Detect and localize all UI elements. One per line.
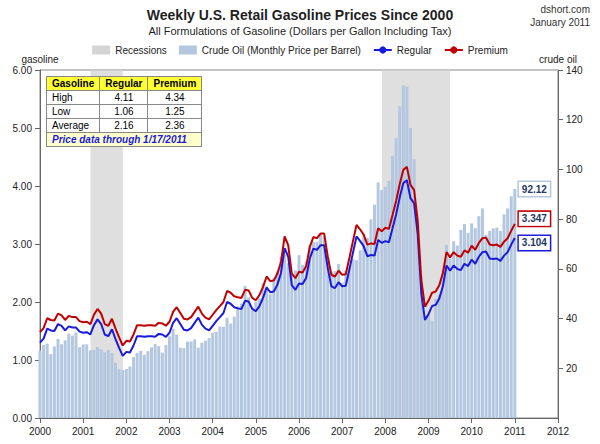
svg-text:Weekly U.S. Retail Gasoline Pr: Weekly U.S. Retail Gasoline Prices Since… <box>147 7 454 23</box>
svg-text:2001: 2001 <box>72 426 95 437</box>
html-text:4.11: 4.11 <box>114 92 134 103</box>
html-text:1.25: 1.25 <box>165 106 185 117</box>
svg-text:crude oil: crude oil <box>539 54 577 65</box>
svg-text:2009: 2009 <box>417 426 440 437</box>
svg-text:2.00: 2.00 <box>13 297 33 308</box>
svg-text:3.00: 3.00 <box>13 239 33 250</box>
svg-text:3.347: 3.347 <box>522 213 547 224</box>
svg-text:6.00: 6.00 <box>13 65 33 76</box>
svg-text:Regular: Regular <box>397 45 433 56</box>
svg-text:3.104: 3.104 <box>522 237 547 248</box>
svg-text:All Formulations of Gasoline (: All Formulations of Gasoline (Dollars pe… <box>148 25 451 37</box>
svg-text:2005: 2005 <box>245 426 268 437</box>
svg-text:2012: 2012 <box>547 426 570 437</box>
svg-text:80: 80 <box>566 214 578 225</box>
svg-text:Crude Oil (Monthly Price per B: Crude Oil (Monthly Price per Barrel) <box>202 45 361 56</box>
svg-text:dshort.com: dshort.com <box>541 4 590 15</box>
svg-text:2010: 2010 <box>461 426 484 437</box>
svg-text:2004: 2004 <box>202 426 225 437</box>
svg-text:60: 60 <box>566 263 578 274</box>
html-text:2.36: 2.36 <box>165 120 185 131</box>
svg-text:1.00: 1.00 <box>13 355 33 366</box>
svg-text:0.00: 0.00 <box>13 413 33 424</box>
html-text:Price data through 1/17/2011: Price data through 1/17/2011 <box>52 134 187 145</box>
svg-text:100: 100 <box>566 164 583 175</box>
html-text:Regular: Regular <box>105 78 143 89</box>
html-text:Premium: Premium <box>153 78 197 89</box>
svg-text:2000: 2000 <box>29 426 52 437</box>
html-text:2.16: 2.16 <box>114 120 134 131</box>
svg-text:gasoline: gasoline <box>21 54 59 65</box>
svg-text:2006: 2006 <box>288 426 311 437</box>
svg-text:Premium: Premium <box>468 45 508 56</box>
svg-text:20: 20 <box>566 363 578 374</box>
svg-text:92.12: 92.12 <box>522 184 547 195</box>
html-text:1.06: 1.06 <box>114 106 134 117</box>
html-text:High: High <box>52 92 73 103</box>
html-text:Gasoline: Gasoline <box>52 78 95 89</box>
svg-text:2003: 2003 <box>158 426 181 437</box>
svg-text:140: 140 <box>566 65 583 76</box>
html-text:4.34: 4.34 <box>165 92 185 103</box>
svg-text:40: 40 <box>566 313 578 324</box>
svg-text:5.00: 5.00 <box>13 123 33 134</box>
svg-text:4.00: 4.00 <box>13 181 33 192</box>
svg-text:120: 120 <box>566 114 583 125</box>
svg-text:2008: 2008 <box>374 426 397 437</box>
html-text:Low: Low <box>52 106 71 117</box>
svg-text:Recessions: Recessions <box>115 45 167 56</box>
html-text:Average: Average <box>52 120 90 131</box>
svg-text:2011: 2011 <box>504 426 526 437</box>
svg-text:2002: 2002 <box>115 426 138 437</box>
svg-text:January 2011: January 2011 <box>530 17 590 28</box>
svg-text:2007: 2007 <box>331 426 354 437</box>
